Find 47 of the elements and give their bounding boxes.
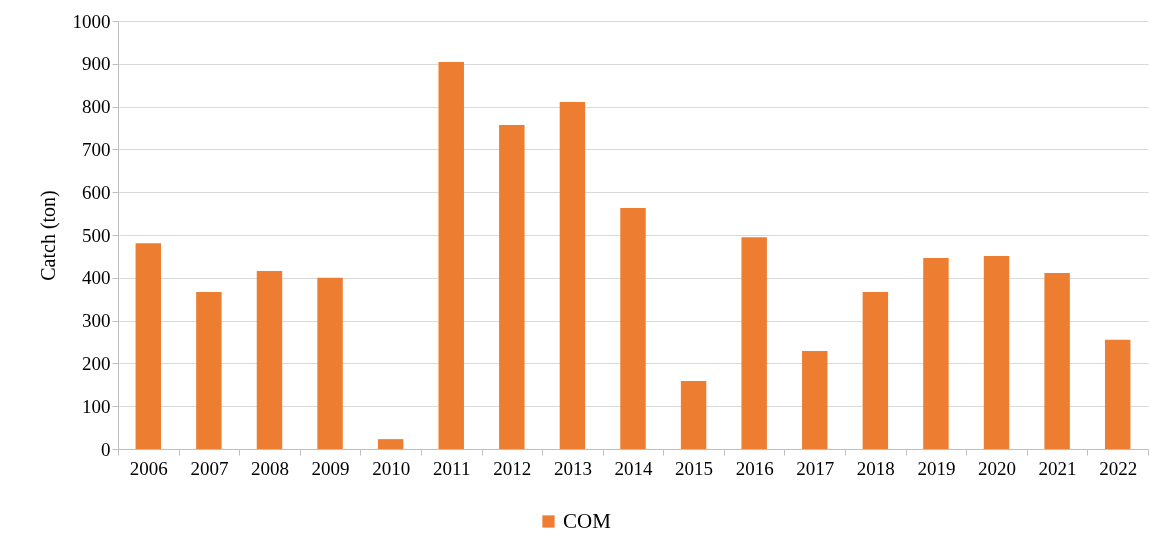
y-tick-label: 400 (82, 267, 111, 289)
x-tick-label: 2014 (614, 457, 653, 479)
y-tick-label: 800 (82, 96, 111, 118)
legend-label: COM (563, 508, 612, 533)
y-tick-label: 100 (82, 395, 111, 417)
bar (620, 208, 646, 449)
x-tick-label: 2018 (856, 457, 895, 479)
bar (317, 277, 343, 449)
bar (923, 258, 949, 449)
y-tick-label: 500 (82, 224, 111, 246)
y-tick-label: 600 (82, 181, 111, 203)
bar (377, 439, 404, 449)
y-tick-label: 0 (101, 438, 111, 460)
bar (983, 255, 1010, 449)
x-tick-label: 2017 (796, 457, 835, 479)
x-tick-label: 2009 (311, 457, 350, 479)
y-tick-label: 200 (82, 352, 111, 374)
y-tick-label: 900 (82, 53, 111, 75)
y-axis-title: Catch (ton) (36, 190, 60, 281)
x-tick-label: 2020 (978, 457, 1017, 479)
bar (256, 270, 283, 449)
bar (680, 380, 707, 449)
bar (1104, 339, 1131, 449)
x-tick-label: 2007 (190, 457, 229, 479)
bar (135, 243, 162, 449)
x-tick-label: 2008 (250, 457, 289, 479)
x-tick-label: 2010 (372, 457, 411, 479)
x-tick-label: 2019 (917, 457, 956, 479)
y-tick-label: 1000 (72, 10, 111, 32)
x-tick-label: 2015 (675, 457, 714, 479)
x-tick-label: 2006 (129, 457, 168, 479)
bar (862, 291, 889, 449)
bar (196, 291, 222, 449)
bar (499, 125, 525, 449)
x-tick-label: 2012 (493, 457, 532, 479)
x-tick-label: 2013 (553, 457, 592, 479)
bar (438, 62, 464, 449)
y-tick-label: 700 (82, 138, 111, 160)
bar (802, 350, 828, 449)
bar (559, 101, 586, 449)
x-tick-label: 2016 (735, 457, 774, 479)
x-tick-label: 2021 (1038, 457, 1077, 479)
y-tick-label: 300 (82, 310, 111, 332)
x-tick-label: 2022 (1099, 457, 1138, 479)
bar (1044, 273, 1070, 449)
bar (741, 237, 767, 449)
x-tick-label: 2011 (433, 457, 471, 479)
